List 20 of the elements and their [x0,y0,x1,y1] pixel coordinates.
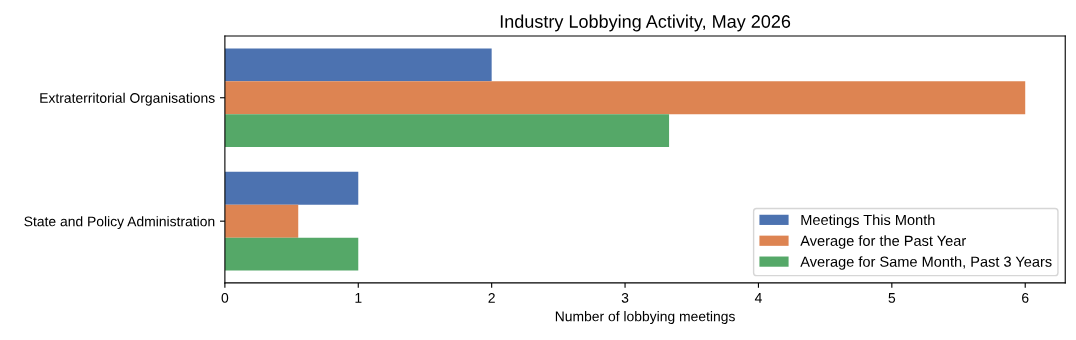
x-tick-label: 5 [888,293,896,303]
bar [224,48,492,82]
x-tick-label: 3 [621,292,629,303]
bar [224,204,299,238]
x-tick-label: 4 [754,293,762,303]
y-tick-label: Extraterritorial Organisations [40,92,215,106]
bar [224,114,670,148]
x-tick-label: 1 [355,293,362,303]
chart-title: Industry Lobbying Activity, May 2026 [500,14,791,32]
legend-label: Average for the Past Year [800,235,966,249]
legend-label: Average for Same Month, Past 3 Years [800,256,1052,270]
bar [224,171,359,205]
x-tick-label: 6 [1022,292,1029,303]
legend-label: Meetings This Month [801,214,935,228]
x-tick-label: 0 [221,292,229,303]
x-axis-title: Number of lobbying meetings [555,311,735,325]
x-tick-label: 2 [488,292,495,303]
bar [224,81,1026,115]
y-tick-label: State and Policy Administration [24,216,215,230]
bar [224,237,359,271]
